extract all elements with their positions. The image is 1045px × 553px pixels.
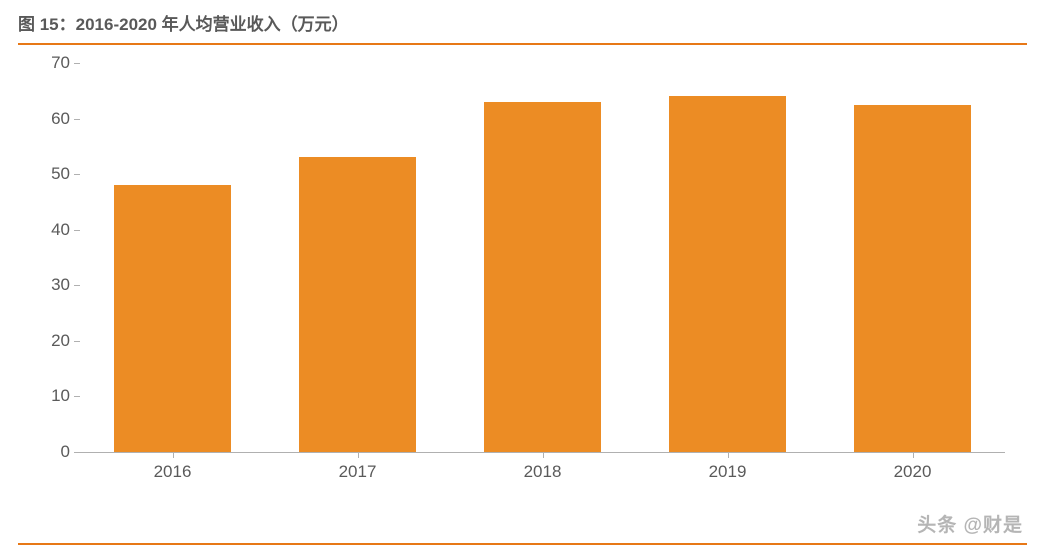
chart-container: 图 15：2016-2020 年人均营业收入（万元） 2016201720182… [0,0,1045,553]
watermark: 头条 @财是 [917,510,1023,537]
y-tick-mark [74,285,80,286]
bar-slot: 2019 [635,63,820,452]
y-tick-mark [74,63,80,64]
y-tick-mark [74,341,80,342]
y-tick-mark [74,230,80,231]
plot-area: 20162017201820192020 010203040506070 [80,63,1005,453]
bar-slot: 2017 [265,63,450,452]
bar [114,185,231,452]
y-tick-mark [74,452,80,453]
bar [854,105,971,452]
bar [484,102,601,452]
plot-wrap: 20162017201820192020 010203040506070 [30,63,1015,483]
y-tick-mark [74,119,80,120]
chart-title: 图 15：2016-2020 年人均营业收入（万元） [18,15,349,34]
top-rule [18,43,1027,45]
bar [669,96,786,452]
x-tick-label: 2017 [339,452,377,482]
bar-slot: 2020 [820,63,1005,452]
bar-slot: 2018 [450,63,635,452]
bar-slot: 2016 [80,63,265,452]
y-tick-mark [74,174,80,175]
title-bar: 图 15：2016-2020 年人均营业收入（万元） [0,0,1045,43]
bottom-rule [18,543,1027,545]
x-tick-label: 2019 [709,452,747,482]
x-tick-label: 2018 [524,452,562,482]
bar [299,157,416,452]
bars-row: 20162017201820192020 [80,63,1005,452]
x-tick-label: 2020 [894,452,932,482]
x-tick-label: 2016 [154,452,192,482]
y-tick-mark [74,396,80,397]
